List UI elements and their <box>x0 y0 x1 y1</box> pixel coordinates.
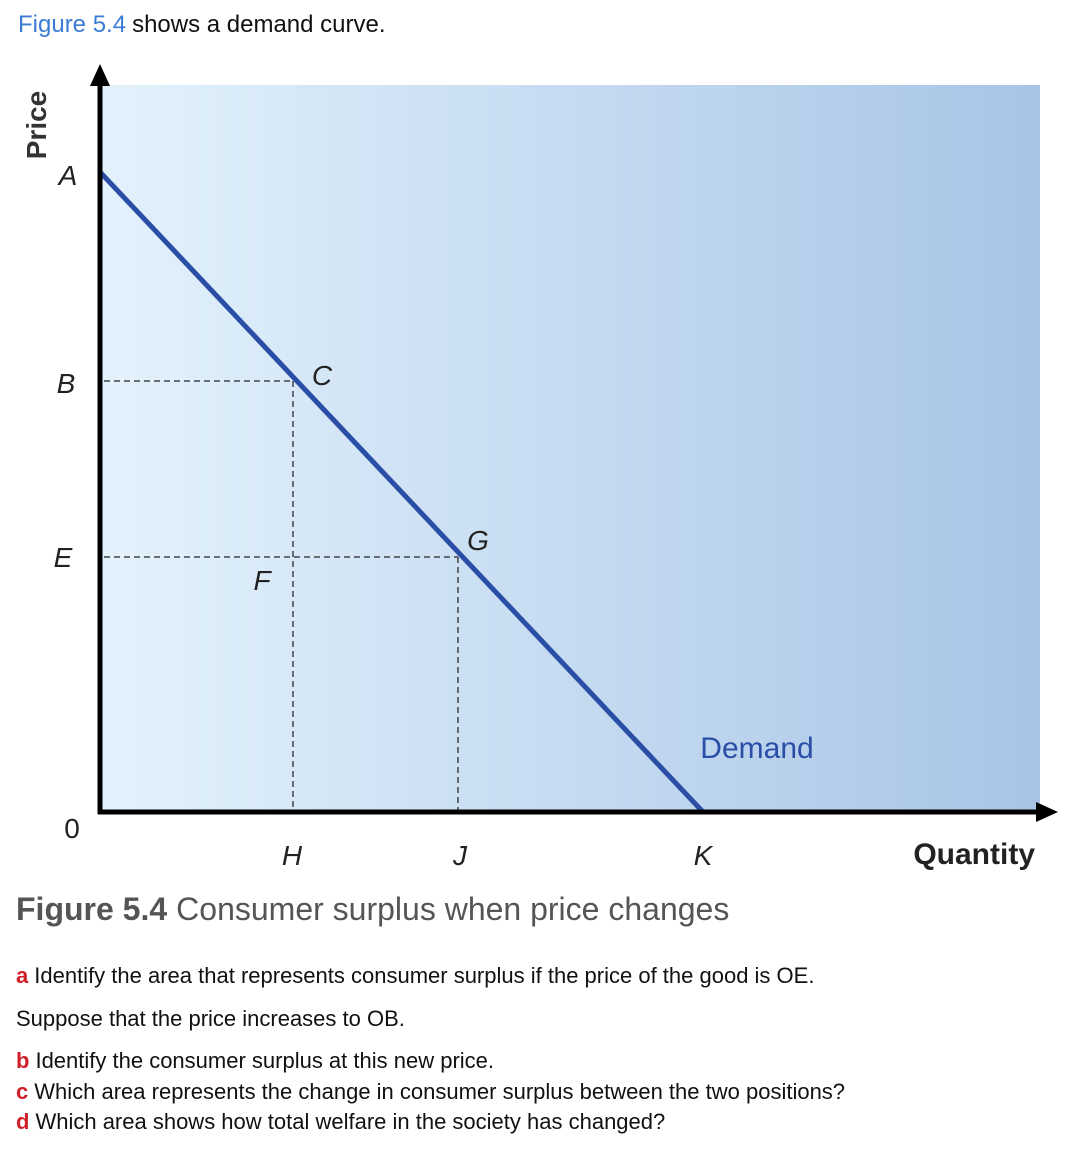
curve-label: Demand <box>700 732 813 765</box>
price-label: B <box>57 368 76 399</box>
y-axis-label: Price <box>21 91 52 160</box>
question: b Identify the consumer surplus at this n… <box>16 1048 494 1073</box>
question: a Identify the area that represents consu… <box>16 963 814 988</box>
intro: Figure 5.4 shows a demand curve. <box>18 11 386 38</box>
quantity-label: K <box>694 840 714 871</box>
caption-text: Consumer surplus when price changes <box>176 891 729 927</box>
question-letter: d <box>16 1109 29 1134</box>
point-label: G <box>467 525 489 556</box>
note: Suppose that the price increases to OB. <box>16 1006 405 1031</box>
figure-link[interactable]: Figure 5.4 <box>18 11 126 38</box>
price-label: A <box>57 160 78 191</box>
demand-curve <box>98 170 705 814</box>
price-label: E <box>54 542 73 573</box>
point-label: C <box>312 360 333 391</box>
question-text: Identify the area that represents consum… <box>34 963 814 988</box>
question-letter: c <box>16 1079 28 1104</box>
caption: Figure 5.4 Consumer surplus when price ch… <box>16 891 729 927</box>
x-axis-arrow <box>1036 802 1058 822</box>
quantity-label: H <box>282 840 303 871</box>
question-text: Which area shows how total welfare in th… <box>35 1109 665 1134</box>
question: d Which area shows how total welfare in t… <box>16 1109 665 1134</box>
question-text: Identify the consumer surplus at this ne… <box>35 1048 494 1073</box>
intro-text: shows a demand curve. <box>132 11 385 38</box>
quantity-label: J <box>452 840 468 871</box>
question-text: Which area represents the change in cons… <box>34 1079 845 1104</box>
question-letter: b <box>16 1048 29 1073</box>
x-axis-label: Quantity <box>913 838 1035 871</box>
guides <box>104 380 459 810</box>
point-label: F <box>253 565 272 596</box>
origin-label: 0 <box>64 813 80 844</box>
question: c Which area represents the change in con… <box>16 1079 845 1104</box>
question-letter: a <box>16 963 29 988</box>
caption-number: Figure 5.4 <box>16 891 167 927</box>
plot-background <box>100 85 1040 812</box>
y-axis-arrow <box>90 64 110 86</box>
